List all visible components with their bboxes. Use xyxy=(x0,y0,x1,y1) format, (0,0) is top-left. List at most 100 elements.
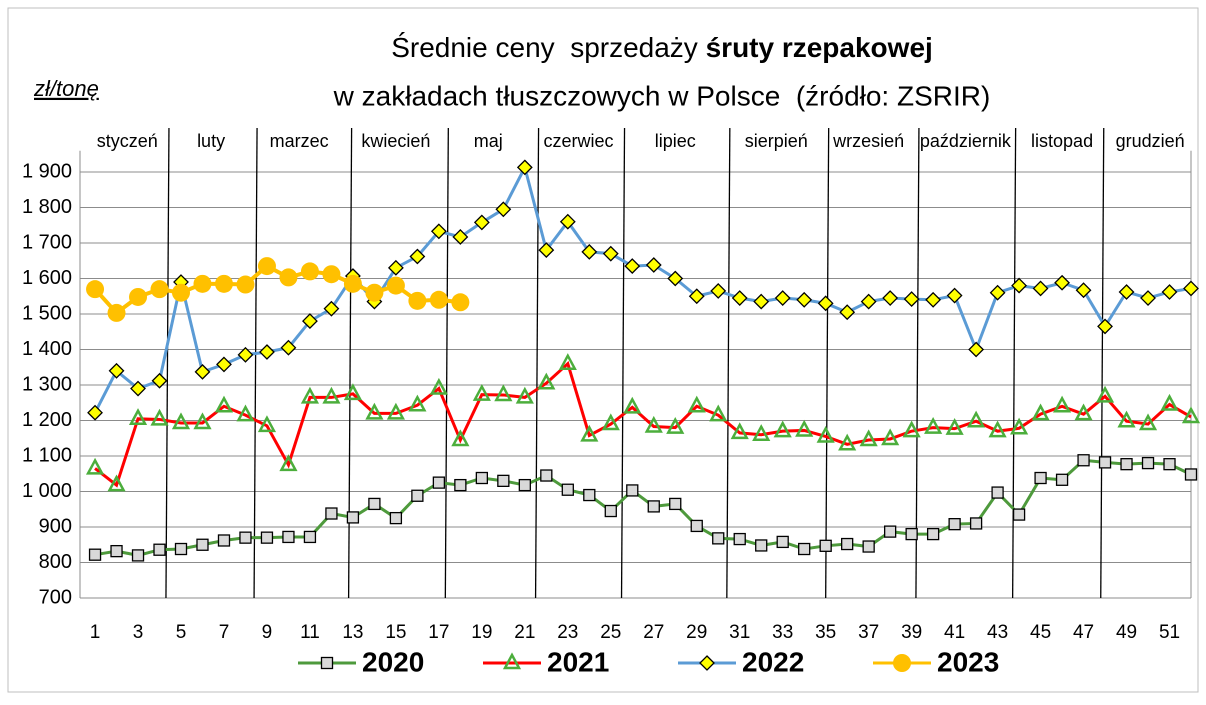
marker xyxy=(795,419,814,437)
x-tick-label: 35 xyxy=(815,622,836,643)
marker xyxy=(1163,458,1176,471)
marker xyxy=(905,527,918,541)
month-separator xyxy=(253,127,258,599)
x-tick-label: 23 xyxy=(557,622,578,643)
y-tick-label: 1 400 xyxy=(22,338,72,360)
marker xyxy=(300,262,319,281)
marker xyxy=(302,313,318,330)
marker xyxy=(537,372,556,390)
marker xyxy=(257,415,277,433)
marker xyxy=(538,242,555,259)
marker xyxy=(408,394,427,412)
legend-label: 2020 xyxy=(362,646,424,677)
x-tick-label: 27 xyxy=(643,622,664,643)
marker xyxy=(839,304,856,321)
marker xyxy=(386,276,405,295)
marker xyxy=(322,265,341,284)
chart-title: Średnie ceny sprzedaży śruty rzepakowej xyxy=(391,31,933,63)
marker xyxy=(1011,277,1028,294)
marker xyxy=(279,454,298,472)
marker xyxy=(128,408,148,425)
marker xyxy=(472,383,491,401)
month-separator xyxy=(165,127,170,599)
title-bold: śruty rzepakowej xyxy=(706,32,933,63)
y-axis-label: zł/tonę xyxy=(33,76,99,101)
marker xyxy=(343,274,362,293)
marker xyxy=(260,531,274,544)
marker xyxy=(110,544,123,558)
marker xyxy=(991,486,1004,499)
month-separator xyxy=(534,127,540,599)
marker xyxy=(580,424,599,442)
x-tick-label: 21 xyxy=(514,622,535,643)
marker xyxy=(174,542,188,556)
marker xyxy=(626,484,639,497)
series-line xyxy=(93,163,1192,414)
x-tick-label: 33 xyxy=(772,622,793,643)
marker xyxy=(602,245,619,262)
month-label: luty xyxy=(197,131,225,151)
marker xyxy=(862,540,875,553)
marker xyxy=(131,549,145,562)
x-tick-label: 17 xyxy=(428,622,449,643)
marker xyxy=(502,652,522,670)
marker xyxy=(409,248,426,265)
month-label: kwiecień xyxy=(361,131,430,151)
x-tick-label: 1 xyxy=(90,622,101,643)
marker xyxy=(494,384,513,402)
y-tick-label: 700 xyxy=(39,586,72,608)
marker xyxy=(389,511,403,525)
marker xyxy=(216,356,232,373)
marker xyxy=(1054,274,1070,291)
marker xyxy=(1034,471,1047,485)
marker xyxy=(214,274,233,293)
month-label: styczeń xyxy=(97,131,158,151)
marker xyxy=(882,290,899,306)
marker xyxy=(699,655,715,671)
y-tick-label: 1 500 xyxy=(22,302,72,324)
month-label: sierpień xyxy=(745,131,808,151)
x-tick-label: 37 xyxy=(858,622,879,643)
marker xyxy=(1141,456,1155,470)
marker xyxy=(860,293,877,310)
marker xyxy=(893,654,911,672)
marker xyxy=(752,424,771,441)
marker xyxy=(214,395,234,413)
x-tick-label: 43 xyxy=(987,622,1008,643)
y-tick-label: 900 xyxy=(39,515,72,537)
y-tick-label: 1 300 xyxy=(22,373,72,395)
marker xyxy=(217,534,231,547)
marker xyxy=(924,416,943,434)
x-tick-label: 25 xyxy=(600,622,621,643)
marker xyxy=(666,416,685,434)
x-tick-label: 15 xyxy=(385,622,406,643)
marker xyxy=(429,290,448,309)
marker xyxy=(451,429,470,447)
marker xyxy=(730,422,749,440)
marker xyxy=(1098,456,1112,469)
series-line xyxy=(94,458,1192,557)
marker xyxy=(841,537,854,551)
marker xyxy=(475,471,489,485)
marker xyxy=(559,213,576,230)
marker xyxy=(988,420,1007,438)
marker xyxy=(1161,284,1178,300)
x-tick-label: 51 xyxy=(1159,622,1180,643)
marker xyxy=(1118,284,1135,300)
y-tick-label: 1 000 xyxy=(22,480,72,502)
marker xyxy=(454,478,467,492)
marker xyxy=(130,380,146,397)
x-tick-label: 13 xyxy=(342,622,363,643)
month-label: marzec xyxy=(270,131,329,151)
month-separator xyxy=(1100,127,1105,599)
x-tick-label: 45 xyxy=(1030,622,1051,643)
marker xyxy=(1138,413,1158,431)
marker xyxy=(237,346,254,363)
marker xyxy=(343,383,363,401)
legend-item: 2022 xyxy=(678,646,804,677)
marker xyxy=(1117,410,1136,428)
legend-item: 2020 xyxy=(298,646,424,677)
marker xyxy=(239,531,252,544)
marker xyxy=(601,413,620,431)
marker xyxy=(1031,403,1050,421)
